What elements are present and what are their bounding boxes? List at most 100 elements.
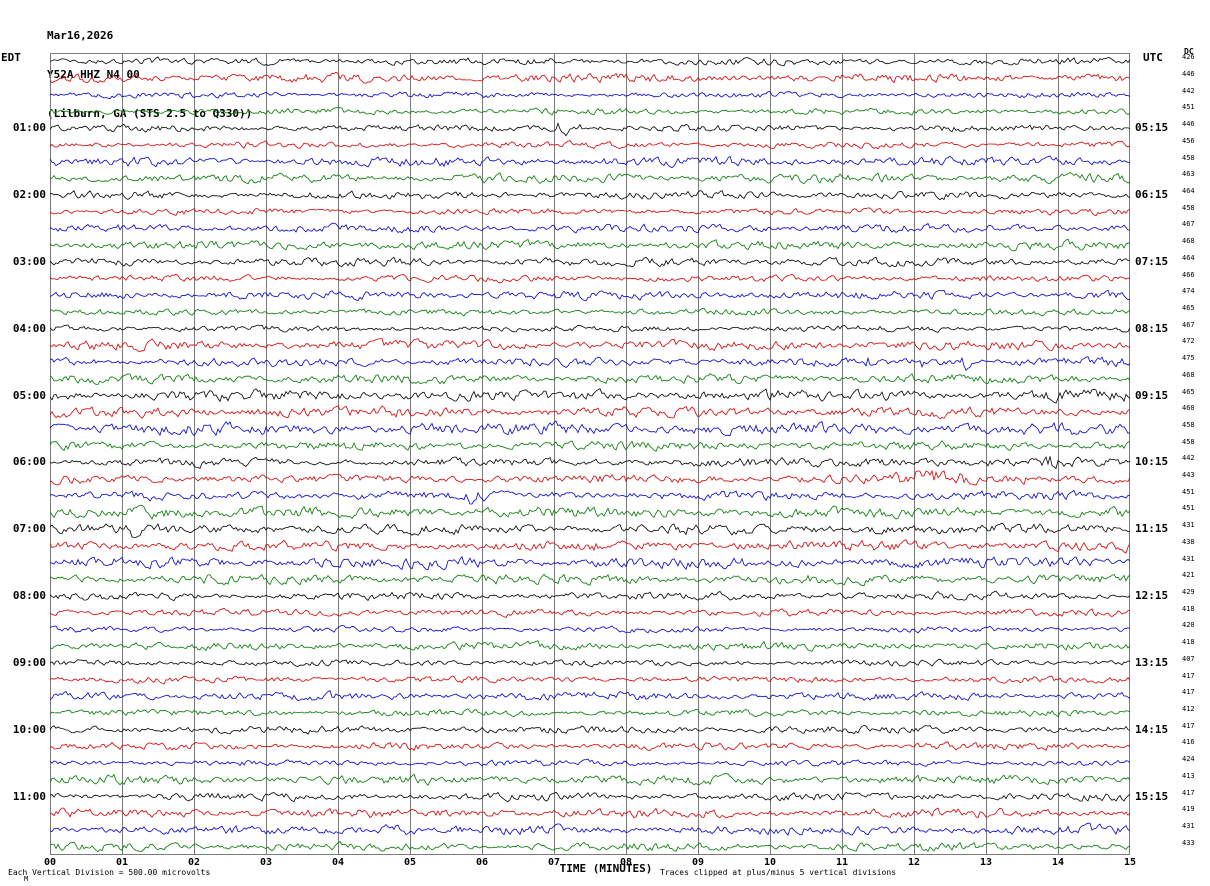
dc-offset-value: 418 <box>1182 638 1195 647</box>
dc-offset-value: 431 <box>1182 821 1195 830</box>
x-tick-label: 10 <box>763 857 777 868</box>
dc-offset-value: 467 <box>1182 220 1195 229</box>
dc-offset-value: 467 <box>1182 320 1195 329</box>
title-date: Mar16,2026 <box>47 29 114 42</box>
trace-row-12 <box>50 256 1130 268</box>
trace-row-13 <box>50 273 1130 284</box>
trace-row-17 <box>50 338 1130 353</box>
trace-row-41 <box>50 741 1130 752</box>
dc-offset-value: 412 <box>1182 704 1195 713</box>
trace-row-34 <box>50 624 1130 634</box>
dc-offset-value: 468 <box>1182 370 1195 379</box>
dc-offset-value: 443 <box>1182 471 1195 480</box>
dc-offset-value: 451 <box>1182 504 1195 513</box>
trace-row-1 <box>50 71 1130 84</box>
right-axis-label: UTC <box>1143 51 1163 64</box>
dc-offset-value: 460 <box>1182 404 1195 413</box>
trace-row-11 <box>50 238 1130 252</box>
dc-offset-value: 463 <box>1182 170 1195 179</box>
dc-offset-value: 464 <box>1182 253 1195 262</box>
trace-row-42 <box>50 758 1130 767</box>
title-station-code: Y52A HHZ N4 00 <box>47 68 140 81</box>
dc-offset-value: 420 <box>1182 621 1195 630</box>
x-tick-label: 04 <box>331 857 345 868</box>
trace-row-5 <box>50 140 1130 150</box>
dc-offset-value: 458 <box>1182 203 1195 212</box>
trace-row-39 <box>50 708 1130 718</box>
dc-offset-value: 418 <box>1182 604 1195 613</box>
trace-row-20 <box>50 388 1130 404</box>
dc-offset-value: 417 <box>1182 671 1195 680</box>
x-tick-label: 01 <box>115 857 129 868</box>
trace-row-22 <box>50 420 1130 437</box>
right-hour-label: 15:15 <box>1135 789 1169 803</box>
dc-offset-value: 417 <box>1182 688 1195 697</box>
left-hour-label: 05:00 <box>12 388 46 402</box>
x-tick-label: 07 <box>547 857 561 868</box>
dc-offset-value: 407 <box>1182 654 1195 663</box>
dc-offset-value: 451 <box>1182 487 1195 496</box>
right-hour-label: 09:15 <box>1135 388 1169 402</box>
trace-row-31 <box>50 573 1130 587</box>
dc-offset-value: 426 <box>1182 53 1195 62</box>
left-hour-label: 10:00 <box>12 722 46 736</box>
x-tick-label: 15 <box>1123 857 1137 868</box>
left-hour-label: 03:00 <box>12 254 46 268</box>
left-hour-label: 06:00 <box>12 455 46 469</box>
dc-offset-value: 433 <box>1182 838 1195 847</box>
x-tick-label: 11 <box>835 857 849 868</box>
trace-row-38 <box>50 690 1130 702</box>
dc-offset-value: 472 <box>1182 337 1195 346</box>
clip-note: Traces clipped at plus/minus 5 vertical … <box>660 868 897 877</box>
left-axis-label: EDT <box>1 51 21 64</box>
trace-row-16 <box>50 324 1130 333</box>
trace-row-18 <box>50 356 1130 371</box>
trace-row-29 <box>50 539 1130 554</box>
x-tick-label: 03 <box>259 857 273 868</box>
dc-offset-value: 431 <box>1182 554 1195 563</box>
trace-row-45 <box>50 807 1130 819</box>
dc-offset-value: 424 <box>1182 755 1195 764</box>
dc-offset-value: 429 <box>1182 588 1195 597</box>
trace-row-27 <box>50 504 1130 520</box>
x-tick-label: 13 <box>979 857 993 868</box>
left-hour-label: 09:00 <box>12 655 46 669</box>
trace-row-46 <box>50 822 1130 836</box>
trace-row-0 <box>50 56 1130 67</box>
dc-offset-value: 465 <box>1182 303 1195 312</box>
trace-row-30 <box>50 555 1130 571</box>
trace-row-37 <box>50 675 1130 685</box>
dc-offset-value: 417 <box>1182 721 1195 730</box>
trace-row-40 <box>50 724 1130 735</box>
x-tick-label: 09 <box>691 857 705 868</box>
trace-row-23 <box>50 440 1130 452</box>
trace-row-2 <box>50 91 1130 100</box>
trace-row-21 <box>50 405 1130 420</box>
title-block: Mar16,2026 Y52A HHZ N4 00 (Lilburn, GA (… <box>47 3 252 146</box>
dc-offset-value: 458 <box>1182 153 1195 162</box>
dc-offset-value: 442 <box>1182 86 1195 95</box>
dc-offset-value: 475 <box>1182 354 1195 363</box>
dc-offset-value: 456 <box>1182 136 1195 145</box>
dc-offset-value: 446 <box>1182 70 1195 79</box>
right-hour-label: 08:15 <box>1135 321 1169 335</box>
corner-mark: M <box>24 875 29 883</box>
trace-row-32 <box>50 590 1130 602</box>
dc-offset-value: 438 <box>1182 537 1195 546</box>
right-hour-label: 12:15 <box>1135 589 1169 603</box>
scale-note: Each Vertical Division = 500.00 microvol… <box>8 868 211 877</box>
trace-row-33 <box>50 607 1130 618</box>
right-hour-label: 14:15 <box>1135 722 1169 736</box>
x-tick-label: 05 <box>403 857 417 868</box>
dc-offset-value: 466 <box>1182 270 1195 279</box>
right-hour-label: 05:15 <box>1135 121 1169 135</box>
left-hour-label: 01:00 <box>12 121 46 135</box>
dc-offset-value: 458 <box>1182 420 1195 429</box>
dc-offset-value: 431 <box>1182 521 1195 530</box>
left-hour-label: 11:00 <box>12 789 46 803</box>
dc-offset-value: 442 <box>1182 454 1195 463</box>
x-tick-label: 02 <box>187 857 201 868</box>
trace-row-47 <box>50 840 1130 853</box>
dc-offset-value: 416 <box>1182 738 1195 747</box>
dc-offset-value: 451 <box>1182 103 1195 112</box>
